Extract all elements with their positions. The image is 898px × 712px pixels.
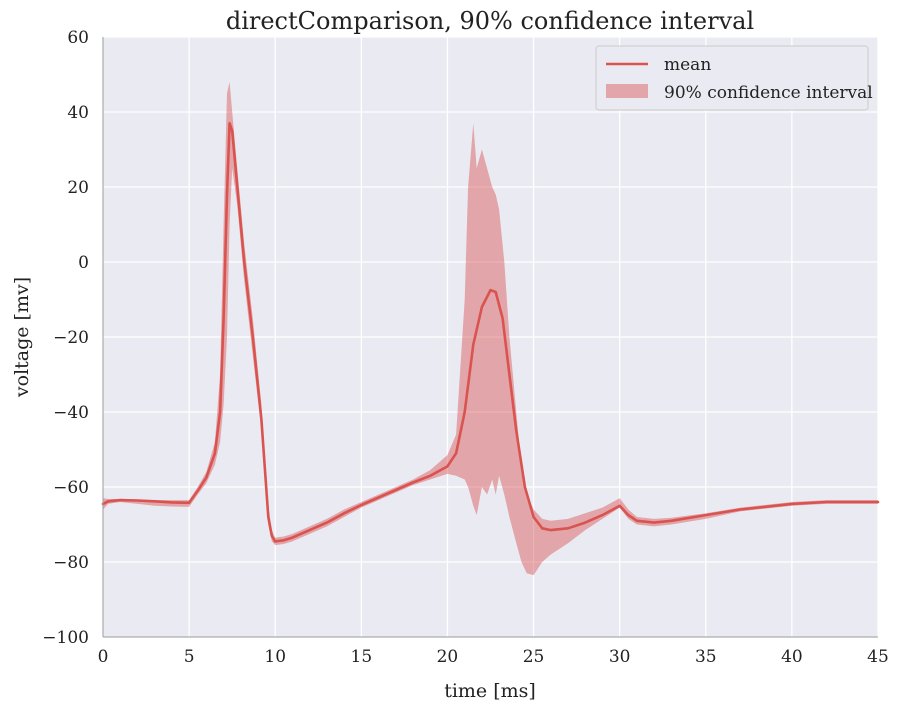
legend-band-label: 90% confidence interval: [664, 83, 873, 103]
x-tick-label: 35: [695, 647, 717, 667]
y-tick-label: −60: [53, 478, 89, 498]
y-tick-label: −80: [53, 553, 89, 573]
x-axis-label: time [ms]: [444, 680, 536, 702]
x-tick-label: 10: [264, 647, 286, 667]
y-tick-label: 40: [67, 103, 89, 123]
y-tick-label: −100: [42, 628, 89, 648]
legend: mean 90% confidence interval: [595, 45, 873, 111]
x-tick-label: 20: [437, 647, 459, 667]
legend-band-swatch: [606, 84, 648, 98]
y-tick-label: 20: [67, 178, 89, 198]
y-tick-label: −40: [53, 403, 89, 423]
y-tick-label: 60: [67, 28, 89, 48]
x-tick-label: 0: [98, 647, 109, 667]
confidence-interval-band: [103, 82, 878, 576]
x-tick-label: 5: [184, 647, 195, 667]
chart-title: directComparison, 90% confidence interva…: [226, 7, 754, 35]
y-axis-label: voltage [mv]: [11, 277, 33, 398]
y-tick-label: 0: [78, 253, 89, 273]
x-tick-label: 15: [351, 647, 373, 667]
y-tick-labels: −100 −80 −60 −40 −20 0 20 40 60: [42, 28, 89, 648]
mean-line: [101, 122, 880, 543]
confidence-band-layer: [103, 82, 878, 576]
mean-line-layer: [101, 122, 880, 543]
x-tick-labels: 0 5 10 15 20 25 30 35 40 45: [98, 647, 889, 667]
axes: [102, 37, 878, 638]
legend-mean-label: mean: [664, 55, 711, 75]
x-tick-label: 25: [523, 647, 545, 667]
x-tick-label: 45: [867, 647, 889, 667]
x-tick-label: 40: [781, 647, 803, 667]
x-tick-label: 30: [609, 647, 631, 667]
legend-box: [595, 45, 869, 111]
y-tick-label: −20: [53, 328, 89, 348]
